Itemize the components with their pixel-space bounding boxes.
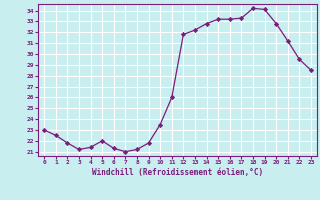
- X-axis label: Windchill (Refroidissement éolien,°C): Windchill (Refroidissement éolien,°C): [92, 168, 263, 177]
